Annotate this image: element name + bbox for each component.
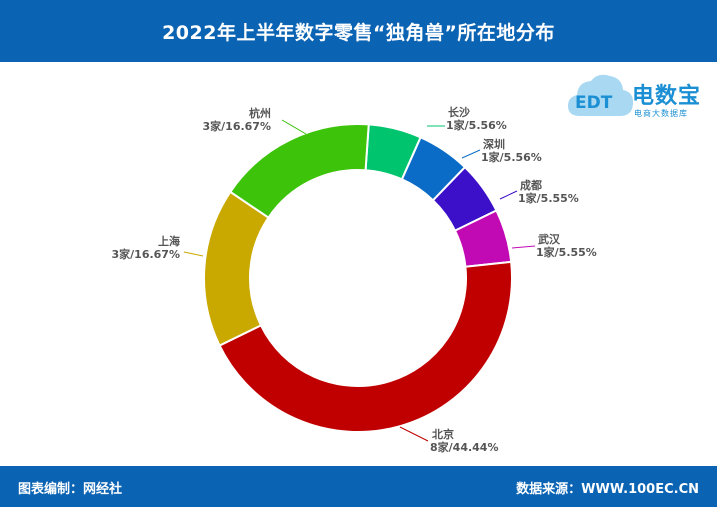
leader-line-6	[511, 245, 536, 249]
slice-value-label-6: 1家/5.55%	[536, 245, 597, 259]
leader-line-0	[399, 426, 429, 442]
logo: EDT 电数宝 电商大数据库	[566, 70, 716, 126]
slice-value-label-0: 8家/44.44%	[430, 440, 499, 454]
slice-label-4: 深圳	[483, 137, 505, 151]
donut-slice-0	[218, 260, 513, 433]
logo-tagline: 电商大数据库	[634, 109, 688, 118]
slice-value-label-5: 1家/5.55%	[518, 191, 579, 205]
slice-label-3: 长沙	[448, 105, 470, 119]
leader-line-5	[499, 190, 518, 200]
slice-value-label-1: 3家/16.67%	[112, 247, 181, 261]
cloud-logo-icon: EDT	[568, 74, 634, 116]
donut-slice-2	[228, 123, 370, 219]
slice-label-5: 成都	[520, 178, 542, 192]
slice-label-0: 北京	[432, 427, 454, 441]
slice-label-2: 杭州	[249, 106, 271, 120]
chart-title-bar: 2022年上半年数字零售“独角兽”所在地分布	[0, 0, 717, 62]
chart-area: 长沙 1家/5.56% 深圳 1家/5.56% 成都 1家/5.55% 武汉 1家/5.55%…	[0, 62, 717, 466]
leader-line-1	[183, 251, 204, 257]
footer-editor: 图表编制：网经社	[18, 482, 123, 497]
leader-line-2	[281, 119, 307, 135]
leader-line-4	[461, 149, 481, 159]
footer: 图表编制：网经社 数据来源：WWW.100EC.CN	[0, 466, 717, 507]
slice-label-1: 上海	[158, 234, 180, 248]
slice-value-label-3: 1家/5.56%	[446, 118, 507, 132]
footer-source: 数据来源：WWW.100EC.CN	[516, 482, 699, 497]
donut-slice-1	[203, 190, 270, 347]
chart-title: 2022年上半年数字零售“独角兽”所在地分布	[162, 21, 555, 44]
logo-brand: 电数宝	[632, 84, 702, 109]
slice-value-label-2: 3家/16.67%	[203, 119, 272, 133]
slice-value-label-4: 1家/5.56%	[481, 150, 542, 164]
slice-label-6: 武汉	[538, 232, 561, 246]
donut-chart: 长沙1家/5.56%深圳1家/5.56%成都1家/5.55%武汉1家/5.55%…	[112, 105, 597, 454]
logo-mark: EDT	[575, 93, 613, 113]
